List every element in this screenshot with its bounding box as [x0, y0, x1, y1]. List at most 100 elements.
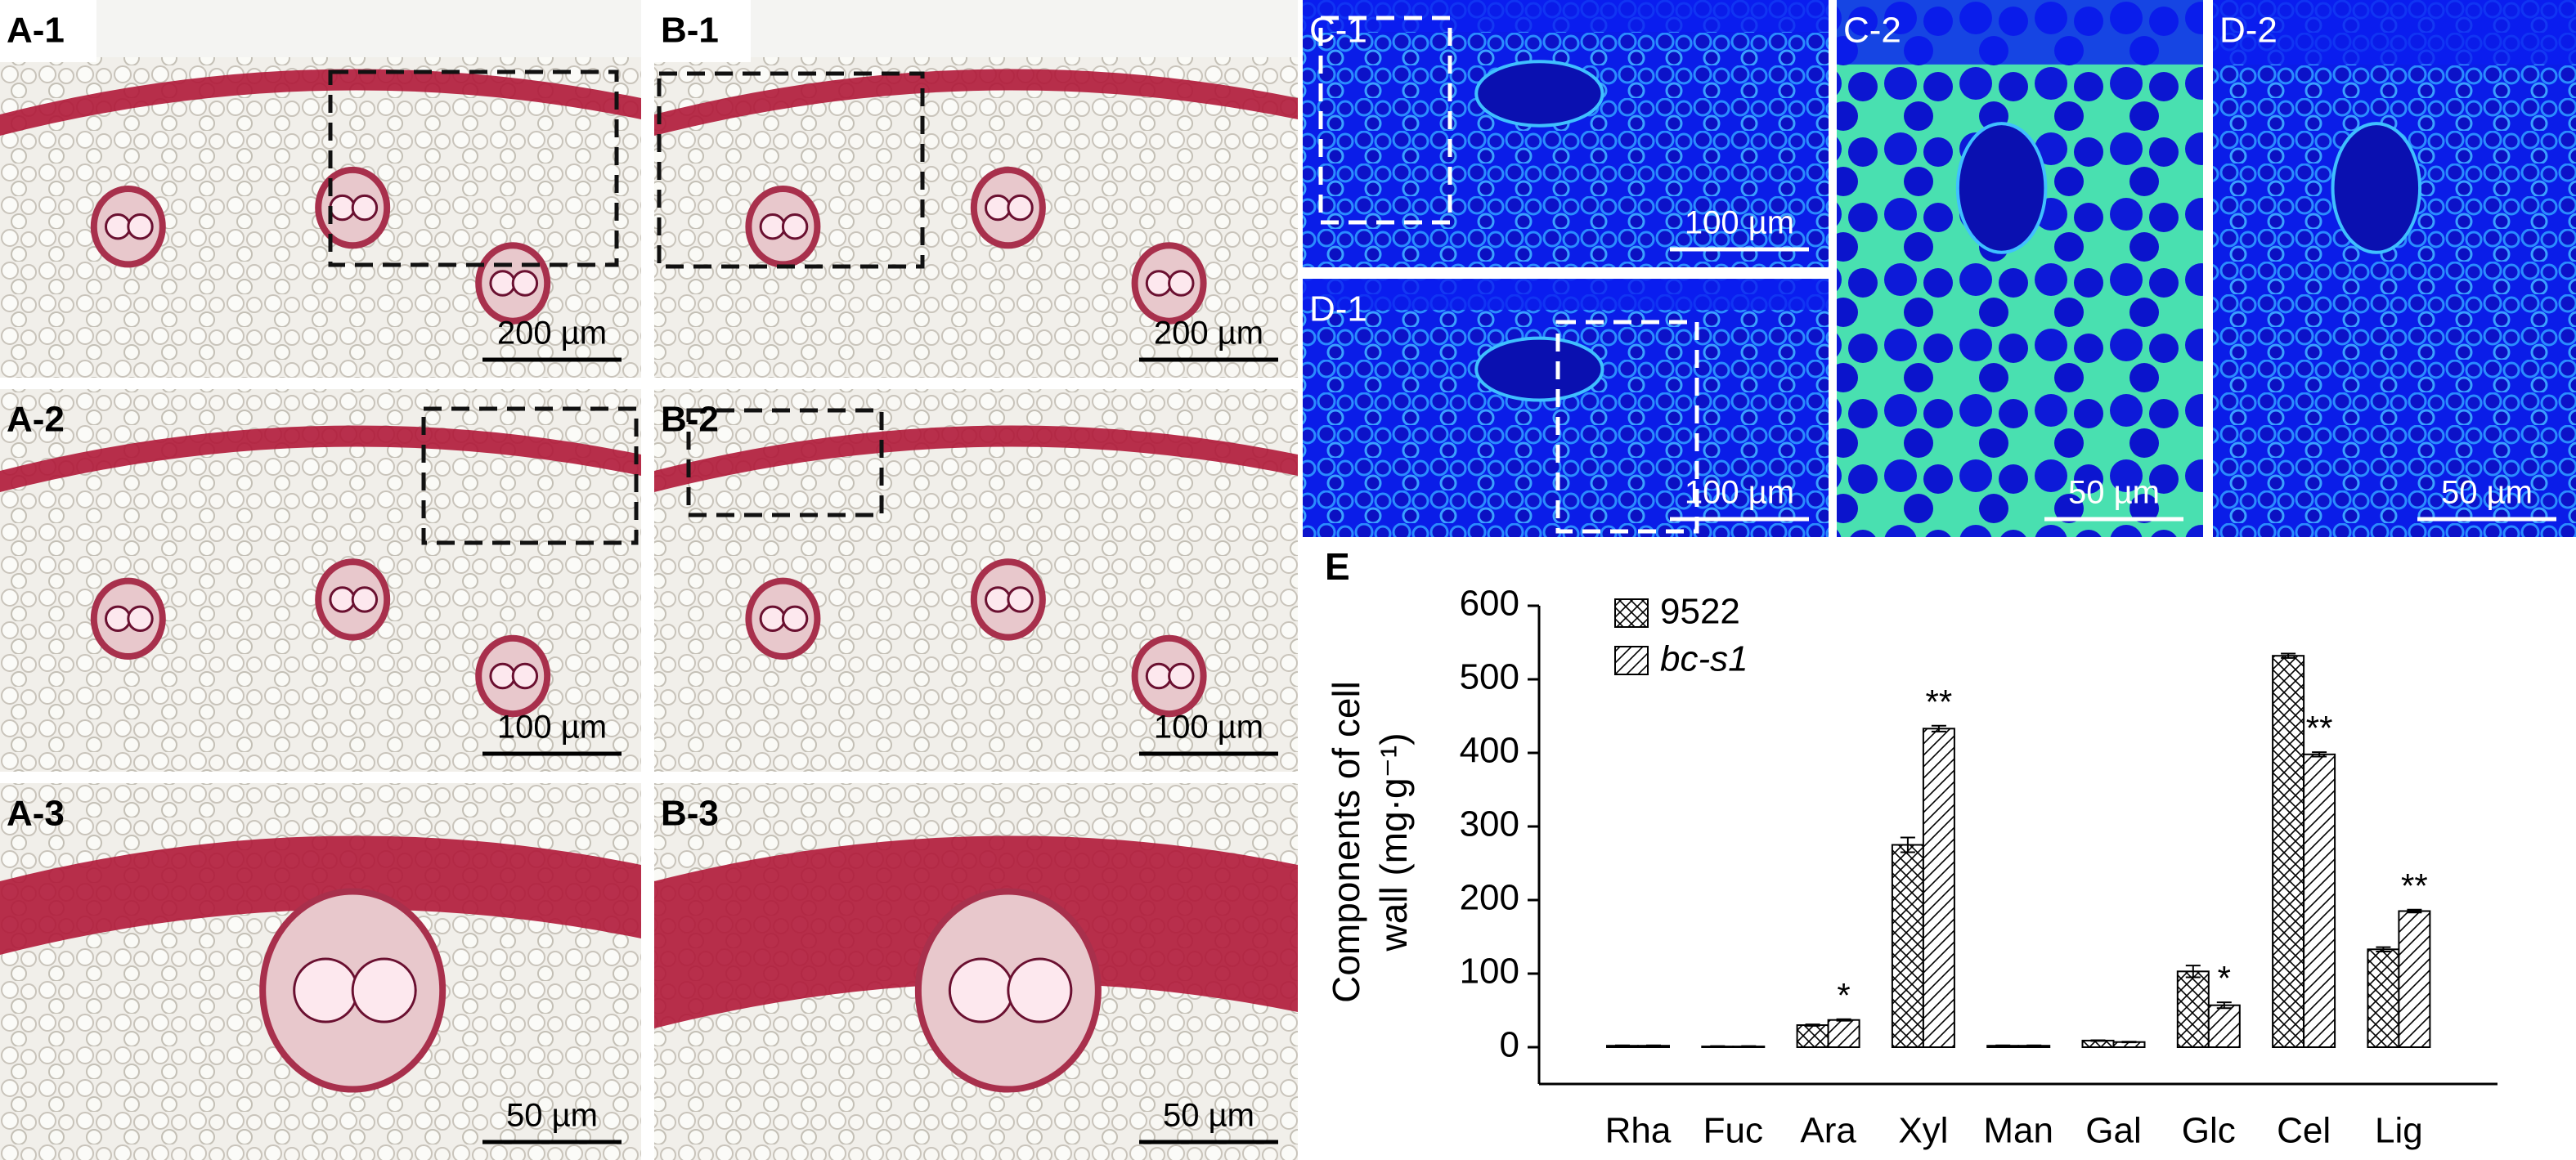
- error-bar: [2407, 908, 2422, 914]
- epidermis: [0, 425, 641, 492]
- vessel: [1007, 586, 1034, 613]
- error-bar: [1931, 724, 1946, 732]
- micrograph-shade: [2213, 0, 2576, 65]
- vessel: [127, 213, 154, 240]
- legend-swatch: [1614, 598, 1649, 628]
- micrograph-shade: [1837, 0, 2203, 65]
- error-bar: [1900, 836, 1915, 853]
- panel-label: C-2: [1843, 11, 1901, 51]
- bar: [2367, 948, 2400, 1049]
- scale-bar-label: 50 µm: [2441, 475, 2533, 511]
- scale-bar-label: 100 µm: [1685, 205, 1794, 241]
- background: [0, 0, 641, 57]
- significance-mark: *: [2218, 959, 2231, 997]
- y-tick-label: 300: [1460, 804, 1519, 844]
- vessel: [105, 605, 132, 632]
- significance-mark: **: [2401, 867, 2428, 905]
- y-tick-label: 100: [1460, 952, 1519, 992]
- error-bar: [1741, 1045, 1757, 1048]
- panel-label: B-2: [661, 400, 719, 440]
- panel-label: B-3: [661, 794, 719, 834]
- inset-box: [1318, 16, 1452, 225]
- vessel: [985, 586, 1012, 613]
- inset-box: [1555, 320, 1699, 534]
- micrograph-panel: [0, 389, 641, 772]
- legend-label: bc-s1: [1660, 639, 1748, 679]
- micrograph-panel: [2213, 0, 2576, 537]
- x-tick-label: Gal: [2085, 1111, 2141, 1151]
- vessel: [511, 662, 539, 690]
- panel-label: E: [1325, 545, 1350, 588]
- bar: [1827, 1019, 1860, 1048]
- micrograph-panel: [1837, 0, 2203, 537]
- scale-bar-label: 50 µm: [1163, 1098, 1254, 1134]
- vessel: [948, 957, 1014, 1023]
- significance-mark: *: [1837, 976, 1850, 1014]
- bundle: [1955, 122, 2048, 254]
- panel-label: A-2: [7, 400, 65, 440]
- micrograph-panel: [0, 783, 641, 1160]
- vessel: [489, 270, 516, 297]
- x-tick-label: Lig: [2375, 1111, 2423, 1151]
- vessel: [1145, 270, 1173, 297]
- background: [654, 0, 1298, 57]
- error-bar: [2216, 1001, 2232, 1010]
- micrograph-shade: [1303, 279, 1829, 310]
- bar: [2176, 970, 2210, 1049]
- x-tick-label: Rha: [1605, 1111, 1672, 1151]
- vessel: [1007, 194, 1034, 222]
- vessel: [293, 957, 359, 1023]
- inset-box: [686, 408, 884, 517]
- vessel: [329, 194, 356, 222]
- vessel: [781, 605, 809, 632]
- inset-box: [657, 71, 925, 269]
- bar: [1922, 728, 1955, 1048]
- bar: [2398, 910, 2431, 1048]
- micrograph-panel: [654, 389, 1298, 772]
- x-tick-label: Fuc: [1703, 1111, 1763, 1151]
- micrograph: [1837, 0, 2203, 537]
- inset-box: [328, 69, 619, 267]
- vessel: [781, 213, 809, 240]
- bar: [2303, 753, 2336, 1048]
- scale-bar-label: 100 µm: [1685, 475, 1794, 511]
- panel-label: A-1: [7, 11, 65, 51]
- error-bar: [2121, 1041, 2137, 1044]
- vessel: [351, 586, 379, 613]
- y-axis-label: wall (mg·g⁻¹): [1372, 732, 1415, 952]
- vessel: [351, 194, 379, 222]
- scale-bar-label: 200 µm: [497, 316, 607, 352]
- panel-label: D-1: [1309, 289, 1367, 329]
- vessel: [127, 605, 154, 632]
- y-tick-label: 600: [1460, 584, 1519, 624]
- x-tick-label: Xyl: [1898, 1111, 1948, 1151]
- bar: [2272, 655, 2305, 1048]
- vessel: [1168, 662, 1195, 690]
- y-axis-label: Components of cell: [1325, 681, 1367, 1003]
- y-tick-label: 200: [1460, 878, 1519, 918]
- epidermis: [654, 69, 1298, 136]
- vessel: [1007, 957, 1073, 1023]
- significance-mark: **: [2306, 709, 2333, 747]
- vessel: [489, 662, 516, 690]
- epidermis: [0, 69, 641, 136]
- micrograph-panel: [0, 0, 641, 378]
- micrograph: [2213, 0, 2576, 537]
- panel-label: B-1: [661, 11, 719, 51]
- bar: [1796, 1024, 1829, 1048]
- scale-bar-label: 100 µm: [497, 710, 607, 746]
- label-bg: [654, 0, 751, 62]
- bar: [2207, 1004, 2241, 1048]
- panel-label: D-2: [2219, 11, 2278, 51]
- y-tick-label: 0: [1500, 1025, 1519, 1065]
- vessel: [985, 194, 1012, 222]
- micrograph-panel: [654, 783, 1298, 1160]
- error-bar: [2185, 965, 2201, 979]
- x-tick-label: Man: [1983, 1111, 2053, 1151]
- error-bar: [2090, 1039, 2106, 1042]
- scale-bar-label: 100 µm: [1154, 710, 1263, 746]
- error-bar: [2312, 751, 2327, 758]
- vessel: [105, 213, 132, 240]
- y-tick-label: 500: [1460, 657, 1519, 697]
